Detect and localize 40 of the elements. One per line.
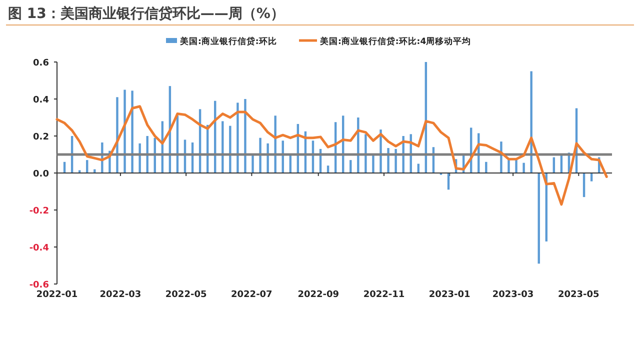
x-tick-label: 2023-03 (492, 290, 534, 300)
bar (124, 90, 126, 173)
bar (236, 102, 239, 173)
y-tick-label: 0.2 (33, 132, 49, 142)
y-tick-label: 0.6 (33, 58, 49, 68)
bar (252, 154, 254, 173)
bar (138, 143, 141, 173)
y-tick-label: -0.2 (29, 206, 49, 216)
x-tick-label: 2022-01 (36, 290, 78, 300)
bar (530, 71, 532, 173)
bar (266, 143, 269, 173)
bar (538, 173, 540, 264)
bar (146, 136, 148, 173)
y-tick-label: -0.4 (29, 244, 49, 254)
bar (485, 162, 488, 173)
bar (274, 116, 276, 173)
bar (394, 148, 397, 173)
bar (131, 90, 134, 173)
x-tick-label: 2022-11 (363, 290, 405, 300)
bar (508, 160, 510, 173)
y-tick-label: -0.6 (29, 280, 49, 290)
bar (372, 154, 374, 173)
x-tick-label: 2022-03 (100, 290, 142, 300)
line-series (56, 105, 608, 206)
bar (522, 162, 525, 173)
legend-label: 美国:商业银行信贷:环比 (179, 36, 277, 47)
x-tick-label: 2022-07 (231, 290, 272, 300)
y-tick-label: 0.4 (33, 96, 49, 106)
bar (244, 99, 246, 173)
x-tick-label: 2022-09 (298, 290, 340, 300)
legend-label: 美国:商业银行信贷:环比:4周移动平均 (319, 36, 472, 47)
bar (364, 134, 367, 173)
bar (229, 126, 232, 173)
y-tick-label: 0.0 (33, 170, 49, 180)
x-tick-label: 2022-05 (165, 290, 207, 300)
bar (259, 138, 262, 173)
chart-title: 图 13：美国商业银行信贷环比——周（%） (8, 5, 284, 22)
x-tick-label: 2023-05 (558, 290, 600, 300)
x-tick-label: 2023-01 (428, 290, 470, 300)
bar (357, 118, 360, 173)
